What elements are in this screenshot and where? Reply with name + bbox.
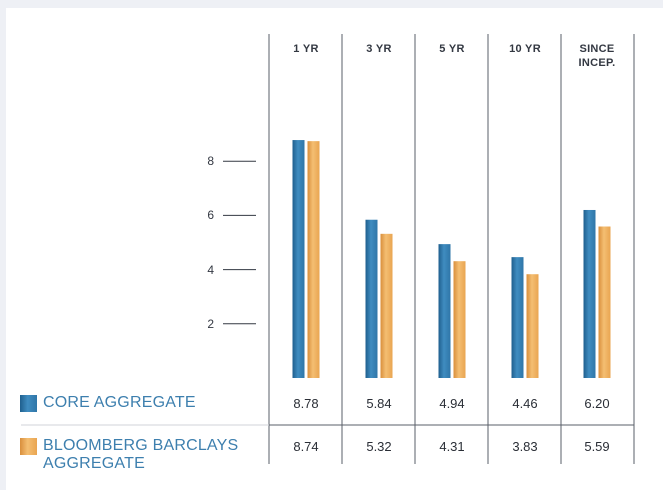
column-header-line: 3 YR (366, 43, 392, 55)
y-tick-label-4: 4 (207, 262, 214, 277)
legend-swatch-0 (20, 395, 37, 412)
chart-card: 2 4 6 8 1 YR 3 YR 5 YR 10 YR SINCE INCEP. CORE AGG… (6, 8, 663, 490)
column-header-line: SINCE (579, 43, 615, 55)
value-core-4: 6.20 (584, 396, 610, 411)
bar-bloomberg-3 (526, 274, 539, 378)
value-core-3: 4.46 (512, 396, 538, 411)
column-header-4: SINCE INCEP. (561, 42, 633, 70)
value-bloomberg-3: 3.83 (512, 439, 538, 454)
value-core-2: 4.94 (439, 396, 465, 411)
value-bloomberg-0: 8.74 (293, 439, 319, 454)
bar-core-4 (583, 209, 596, 378)
column-header-line: 5 YR (439, 43, 465, 55)
bar-bloomberg-2 (453, 261, 466, 378)
column-header-2: 5 YR (416, 42, 488, 56)
value-bloomberg-2: 4.31 (439, 439, 465, 454)
value-bloomberg-1: 5.32 (366, 439, 392, 454)
column-header-3: 10 YR (489, 42, 561, 56)
bar-bloomberg-4 (598, 226, 611, 378)
column-header-1: 3 YR (343, 42, 415, 56)
y-tick-label-8: 8 (207, 154, 214, 169)
legend-label-line: CORE AGGREGATE (43, 394, 196, 411)
legend-label-line: AGGREGATE (43, 455, 145, 472)
legend-label-0: CORE AGGREGATE (43, 394, 196, 412)
value-core-0: 8.78 (293, 396, 319, 411)
y-tick-label-2: 2 (207, 316, 214, 331)
value-bloomberg-4: 5.59 (584, 439, 610, 454)
bar-core-1 (365, 219, 378, 378)
bar-core-3 (511, 257, 524, 378)
y-tick-label-6: 6 (207, 208, 214, 223)
column-header-line: INCEP. (578, 57, 616, 69)
value-core-1: 5.84 (366, 396, 392, 411)
column-header-line: 10 YR (509, 43, 541, 55)
bar-core-2 (438, 244, 451, 378)
bar-bloomberg-1 (380, 233, 393, 378)
bar-core-0 (292, 140, 305, 378)
column-header-line: 1 YR (293, 43, 319, 55)
legend-label-1: BLOOMBERG BARCLAYS AGGREGATE (43, 437, 238, 473)
legend-label-line: BLOOMBERG BARCLAYS (43, 437, 239, 454)
legend-swatch-1 (20, 438, 37, 455)
chart-canvas (21, 34, 635, 464)
bar-bloomberg-0 (307, 141, 320, 378)
column-header-0: 1 YR (270, 42, 342, 56)
